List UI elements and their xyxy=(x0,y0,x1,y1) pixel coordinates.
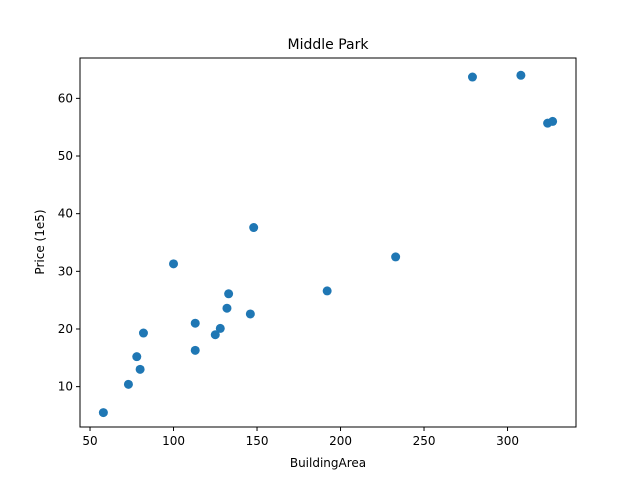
x-tick-label-150: 150 xyxy=(246,434,269,448)
data-point-5 xyxy=(169,259,179,269)
data-point-15 xyxy=(391,252,401,262)
y-axis-label: Price (1e5) xyxy=(33,209,47,274)
data-point-6 xyxy=(190,345,200,355)
y-tick-label-10: 10 xyxy=(58,380,73,394)
data-point-19 xyxy=(548,116,558,126)
x-tick-label-300: 300 xyxy=(496,434,519,448)
plot-frame xyxy=(79,57,577,428)
y-tick-label-50: 50 xyxy=(58,149,73,163)
data-point-14 xyxy=(322,286,332,296)
x-axis: 50 100 150 200 250 300 xyxy=(82,427,519,448)
data-point-8 xyxy=(210,330,220,340)
data-point-7 xyxy=(190,318,200,328)
data-point-11 xyxy=(224,289,234,299)
data-point-3 xyxy=(135,364,145,374)
data-point-9 xyxy=(215,323,225,333)
x-tick-label-100: 100 xyxy=(162,434,185,448)
data-point-12 xyxy=(245,309,255,319)
points-layer xyxy=(98,70,558,418)
x-tick-label-50: 50 xyxy=(82,434,97,448)
y-tick-label-30: 30 xyxy=(58,264,73,278)
x-tick-label-250: 250 xyxy=(413,434,436,448)
y-axis: 10 20 30 40 50 60 xyxy=(58,91,80,394)
data-point-10 xyxy=(222,303,232,313)
data-point-13 xyxy=(249,223,259,233)
chart-title: Middle Park xyxy=(288,37,370,53)
y-tick-label-40: 40 xyxy=(58,207,73,221)
data-point-17 xyxy=(516,70,526,80)
y-tick-label-20: 20 xyxy=(58,322,73,336)
data-point-16 xyxy=(467,72,477,82)
x-tick-label-200: 200 xyxy=(329,434,352,448)
y-tick-label-60: 60 xyxy=(58,91,73,105)
data-point-1 xyxy=(123,379,133,389)
data-point-0 xyxy=(98,408,108,418)
data-point-4 xyxy=(138,328,148,338)
x-axis-label: BuildingArea xyxy=(290,456,366,470)
data-point-2 xyxy=(132,352,142,362)
plot-area xyxy=(80,58,576,427)
